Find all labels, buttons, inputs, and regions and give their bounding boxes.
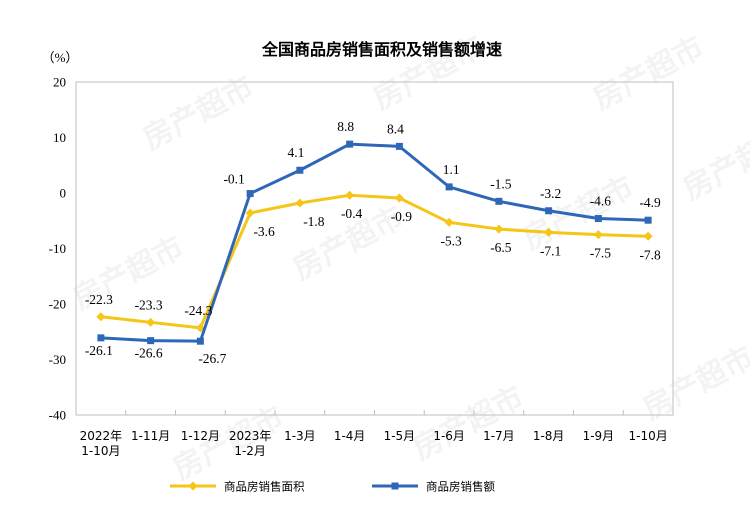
data-point-square [296, 166, 304, 174]
data-point-diamond [295, 198, 305, 208]
x-tick-label: 1-11月 [131, 429, 170, 443]
data-label: -3.6 [253, 224, 275, 239]
x-tick-label: 2022年 [80, 429, 123, 443]
x-tick-label: 1-10月 [629, 429, 668, 443]
data-point-diamond [494, 224, 504, 234]
data-label: -1.8 [303, 214, 325, 229]
data-point-square [97, 334, 105, 342]
y-tick-label: 20 [53, 75, 66, 90]
data-label: -26.6 [135, 346, 163, 361]
x-tick-label: 1-6月 [433, 429, 465, 443]
data-label: -0.9 [391, 209, 413, 224]
chart-title: 全国商品房销售面积及销售额增速 [261, 40, 502, 59]
legend-label: 商品房销售面积 [224, 480, 305, 494]
y-tick-label: -20 [49, 297, 66, 312]
watermark-text: 房产超市 [587, 30, 709, 117]
watermark-text: 房产超市 [637, 340, 750, 427]
x-tick-label: 1-8月 [533, 429, 565, 443]
data-label: -24.3 [184, 303, 212, 318]
watermark-text: 房产超市 [517, 170, 639, 257]
x-tick-label: 1-10月 [81, 444, 120, 458]
x-tick-label: 1-5月 [384, 429, 416, 443]
data-label: -0.4 [341, 206, 363, 221]
data-point-diamond [345, 190, 355, 200]
data-point-square [644, 216, 652, 224]
data-label: -7.5 [590, 246, 612, 261]
y-tick-label: -10 [49, 241, 66, 256]
data-point-square [395, 142, 403, 150]
data-label: 4.1 [287, 145, 304, 160]
series-line [100, 142, 649, 343]
y-tick-label: 0 [60, 186, 67, 201]
data-point-diamond [444, 217, 454, 227]
x-tick-label: 1-2月 [234, 444, 266, 458]
data-point-diamond [643, 231, 653, 241]
x-tick-label: 1-3月 [284, 429, 316, 443]
data-label: -7.1 [540, 243, 561, 258]
y-tick-label: -40 [49, 408, 66, 423]
data-label: 8.4 [387, 121, 404, 136]
watermark-text: 房产超市 [137, 70, 259, 157]
data-label: -5.3 [440, 233, 462, 248]
data-label: -0.1 [223, 172, 244, 187]
data-label: -6.5 [490, 240, 512, 255]
data-label: -3.2 [540, 186, 561, 201]
data-label: 8.8 [337, 119, 354, 134]
data-point-diamond [146, 317, 156, 327]
watermark-text: 房产超市 [167, 400, 289, 487]
watermark-text: 房产超市 [677, 120, 750, 207]
data-point-square [196, 337, 204, 345]
y-tick-label: -30 [49, 352, 66, 367]
data-label: -23.3 [135, 297, 163, 312]
data-point-square [495, 197, 503, 205]
data-point-diamond [394, 193, 404, 203]
x-tick-label: 1-12月 [181, 429, 220, 443]
legend-swatch-marker [188, 481, 198, 491]
data-label: -26.7 [198, 351, 226, 366]
data-label: -22.3 [85, 292, 113, 307]
x-tick-label: 1-9月 [583, 429, 615, 443]
x-tick-label: 1-4月 [334, 429, 366, 443]
legend-swatch-marker [391, 482, 399, 490]
x-tick-label: 2023年 [229, 429, 272, 443]
data-label-layer: -22.3 -23.3 -24.3 -3.6 -1.8 -0.4 -0.9 -5.3 -6.5 -… [85, 119, 661, 366]
data-point-diamond [96, 312, 106, 322]
data-point-square [445, 183, 453, 191]
data-point-square [346, 140, 354, 148]
data-label: 1.1 [443, 162, 460, 177]
series-line [100, 193, 649, 330]
y-tick-label: 10 [53, 130, 66, 145]
data-point-square [545, 207, 553, 215]
data-label: -1.5 [490, 176, 512, 191]
legend-label: 商品房销售额 [426, 480, 495, 494]
data-point-square [147, 337, 155, 345]
legend: 商品房销售面积 商品房销售额 [170, 480, 495, 494]
y-axis-unit-label: （%） [42, 50, 79, 65]
data-point-diamond [544, 227, 554, 237]
data-point-square [594, 215, 602, 223]
data-label: -4.9 [639, 195, 661, 210]
data-point-diamond [245, 208, 255, 218]
y-axis-ticks: 20 10 0 -10 -20 -30 -40 [49, 75, 66, 423]
data-label: -26.1 [85, 343, 113, 358]
data-point-square [246, 190, 254, 198]
data-label: -7.8 [639, 247, 661, 262]
data-point-diamond [593, 230, 603, 240]
data-label: -4.6 [590, 194, 612, 209]
watermark-text: 房产超市 [407, 380, 529, 467]
series-layer [96, 140, 653, 345]
x-tick-label: 1-7月 [483, 429, 515, 443]
